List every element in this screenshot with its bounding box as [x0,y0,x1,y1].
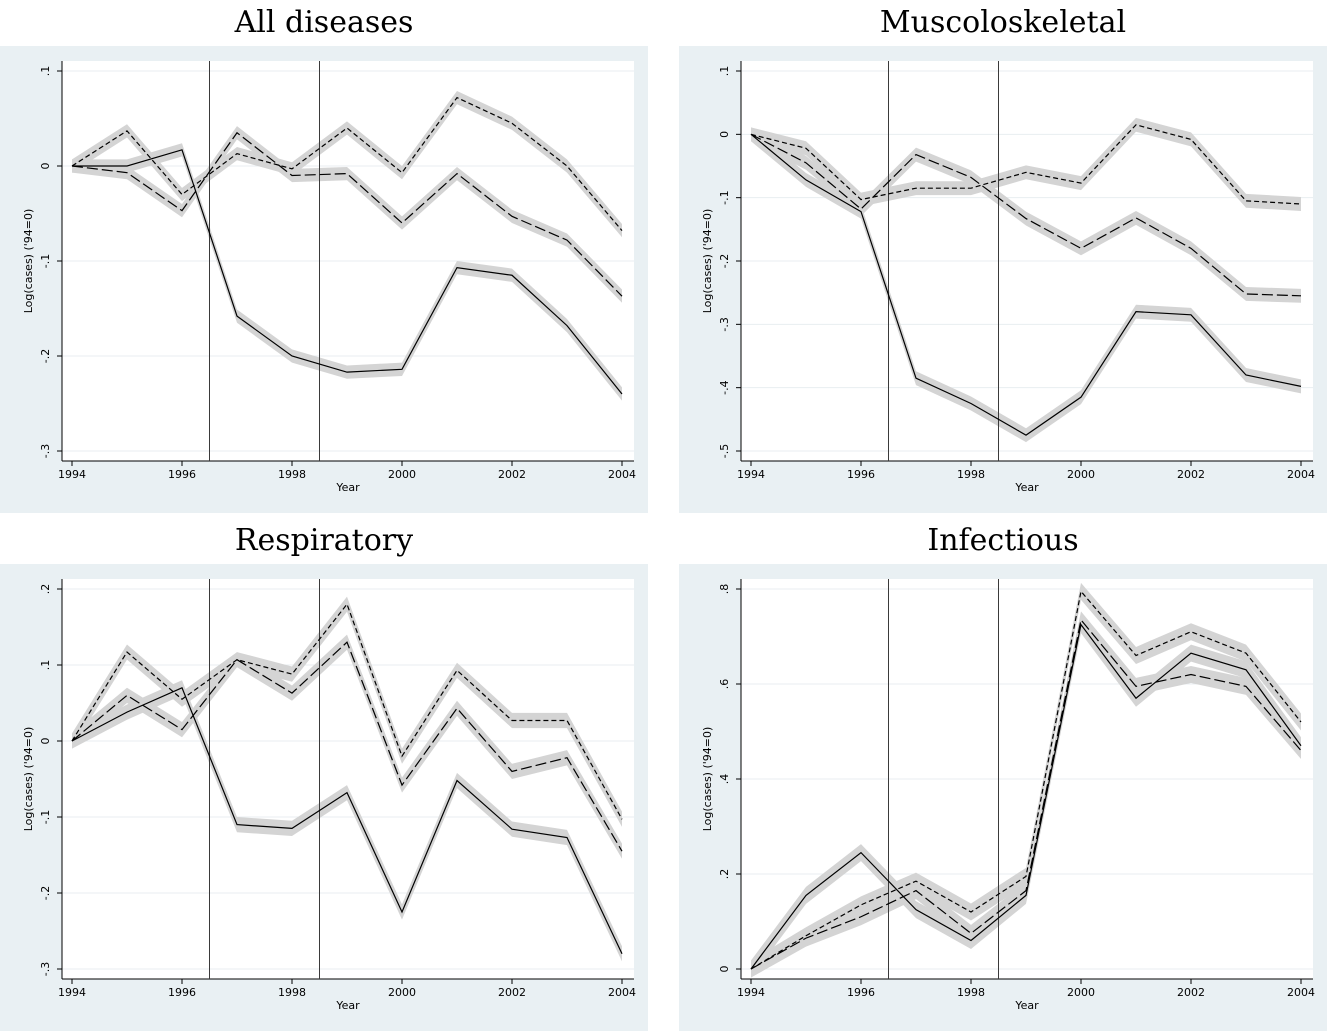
x-tick-label: 2002 [1177,986,1205,999]
x-tick-label: 1994 [58,468,86,481]
y-axis-label: Log(cases) ('94=0) [22,727,35,832]
y-tick-label: .6 [718,679,731,690]
series-line-longdash [750,618,1302,970]
chart-svg: -.3 -.2 -.1 0 .1 1994 1996 1998 2000 2002 2004 Year… [22,61,636,494]
panel-infectious: Infectious 0 .2 .4 .6 .8 1994 1996 1998 2000 2002… [679,518,1327,1036]
y-tick-label: 0 [718,131,731,138]
chart-svg: -.3 -.2 -.1 0 .1 .2 1994 1996 1998 2000 2002 2004 Ye… [22,579,636,1012]
series-line-shortdash [750,124,1302,205]
y-tick-label: -.1 [39,254,52,268]
x-tick-label: 1998 [957,986,985,999]
plot-frame: -.3 -.2 -.1 0 .1 .2 1994 1996 1998 2000 2002 2004 Ye… [0,564,648,1031]
x-tick-label: 1994 [737,986,765,999]
y-axis-label: Log(cases) ('94=0) [701,209,714,314]
y-tick-label: .1 [39,66,52,77]
y-tick-label: -.2 [718,254,731,268]
series-line-longdash [750,133,1302,297]
x-tick-label: 1998 [957,468,985,481]
y-tick-label: .8 [718,584,731,595]
y-tick-label: -.4 [718,380,731,394]
chart-title: Respiratory [234,523,414,558]
chart-svg: -.5 -.4 -.3 -.2 -.1 0 .1 1994 1996 1998 2000 2002 20… [701,61,1315,494]
x-tick-label: 2000 [1067,468,1095,481]
y-tick-label: -.3 [39,444,52,458]
x-axis-label: Year [1014,481,1039,494]
plot-frame: -.5 -.4 -.3 -.2 -.1 0 .1 1994 1996 1998 2000 2002 20… [679,46,1327,513]
x-axis-label: Year [335,999,360,1012]
y-tick-label: 0 [718,966,731,973]
series-line-solid [71,687,623,955]
y-tick-label: .1 [718,66,731,77]
x-tick-label: 1996 [168,468,196,481]
chart-title: All diseases [234,5,414,40]
confidence-band [751,127,1301,303]
y-tick-label: -.2 [39,349,52,363]
x-tick-label: 1996 [847,986,875,999]
x-tick-label: 1996 [847,468,875,481]
x-tick-label: 2000 [1067,986,1095,999]
series-line-longdash [71,641,623,852]
panel-muscoloskeletal: Muscoloskeletal -.5 -.4 -.3 -.2 -.1 0 .1 1994 19… [679,0,1327,518]
y-tick-label: .1 [39,660,52,671]
y-tick-label: -.2 [39,886,52,900]
x-tick-label: 1994 [58,986,86,999]
x-axis-label: Year [1014,999,1039,1012]
y-tick-label: 0 [39,163,52,170]
panel-respiratory: Respiratory -.3 -.2 -.1 0 .1 .2 1994 1996 1998 20… [0,518,648,1036]
y-tick-label: 0 [39,738,52,745]
panel-all-diseases: All diseases -.3 -.2 -.1 0 .1 1994 1996 1998 200… [0,0,648,518]
series-line-solid [750,133,1302,436]
series-line-longdash [71,131,623,297]
x-tick-label: 1996 [168,986,196,999]
x-tick-label: 1998 [278,986,306,999]
x-tick-label: 2002 [498,986,526,999]
y-tick-label: -.5 [718,444,731,458]
x-tick-label: 2004 [608,986,636,999]
x-tick-label: 1994 [737,468,765,481]
x-tick-label: 2002 [498,468,526,481]
y-axis-label: Log(cases) ('94=0) [701,727,714,832]
y-tick-label: .4 [718,774,731,785]
y-axis-label: Log(cases) ('94=0) [22,209,35,314]
x-axis-label: Year [335,481,360,494]
chart-title: Infectious [927,523,1079,558]
y-tick-label: -.1 [718,190,731,204]
x-tick-label: 2000 [388,468,416,481]
series-line-solid [750,623,1302,970]
x-tick-label: 2002 [1177,468,1205,481]
series-line-solid [72,149,623,395]
series-line-shortdash [750,590,1302,970]
y-tick-label: -.3 [39,962,52,976]
x-tick-label: 1998 [278,468,306,481]
y-tick-label: .2 [39,584,52,595]
y-tick-label: -.1 [39,810,52,824]
x-tick-label: 2004 [608,468,636,481]
x-tick-label: 2004 [1287,468,1315,481]
plot-frame: 0 .2 .4 .6 .8 1994 1996 1998 2000 2002 2004 Year Log… [679,564,1327,1031]
x-tick-label: 2004 [1287,986,1315,999]
y-tick-label: .2 [718,869,731,880]
plot-frame: -.3 -.2 -.1 0 .1 1994 1996 1998 2000 2002 2004 Year… [0,46,648,513]
x-tick-label: 2000 [388,986,416,999]
chart-svg: 0 .2 .4 .6 .8 1994 1996 1998 2000 2002 2004 Year Log… [701,579,1315,1012]
y-tick-label: -.3 [718,317,731,331]
series-line-shortdash [71,602,623,820]
series-line-shortdash [71,96,623,231]
chart-title: Muscoloskeletal [879,5,1127,40]
